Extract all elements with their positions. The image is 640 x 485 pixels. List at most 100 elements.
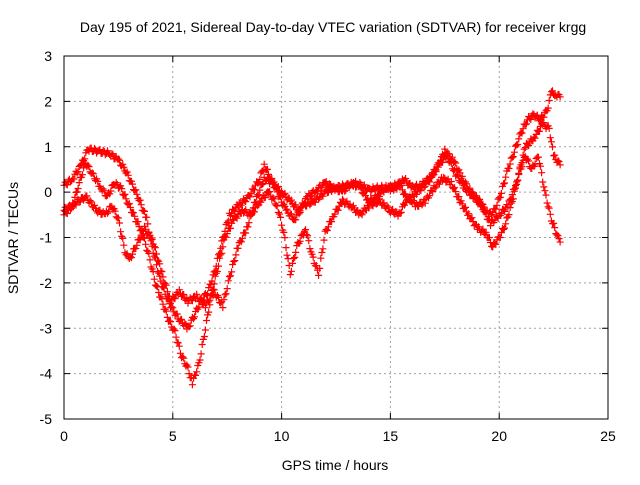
data-point [539,178,547,186]
data-point [139,207,147,215]
data-point [237,238,245,246]
data-point [114,214,122,222]
data-point [266,188,274,196]
data-point [258,181,266,188]
data-point [145,229,153,237]
data-point [122,195,130,203]
data-point [270,195,278,203]
data-point [287,210,295,218]
data-point [500,180,508,188]
data-point [74,168,82,176]
data-point [223,230,231,238]
chart-title: Day 195 of 2021, Sidereal Day-to-day VTE… [80,19,586,35]
data-point [454,171,462,179]
data-point [109,151,117,159]
data-point [315,271,323,279]
data-point [496,193,504,201]
data-point [273,202,281,210]
data-point [343,197,351,205]
data-point [489,209,497,216]
data-point [320,236,328,244]
data-point [421,180,429,188]
data-point [86,197,94,205]
data-point [107,187,115,195]
data-point [85,163,93,171]
data-point [145,250,153,257]
data-point [540,119,548,127]
data-point [149,268,157,276]
data-point [541,187,549,195]
data-point [465,210,473,218]
data-point [132,186,140,194]
data-point [291,253,299,261]
data-point [287,267,295,275]
data-point [136,236,144,244]
data-point [231,257,239,265]
data-point [201,304,209,312]
data-point [220,296,228,304]
data-point [458,200,466,208]
data-point [197,350,205,358]
data-point [303,231,311,239]
data-point [402,175,410,182]
x-tick-label: 5 [169,428,177,444]
data-point [296,237,304,245]
data-point [451,184,459,192]
data-point [63,181,71,189]
data-point [550,219,558,227]
data-point [108,150,116,158]
data-point [200,333,208,340]
data-point [137,231,145,239]
data-point [215,293,222,301]
data-point [287,196,295,204]
data-point [247,190,255,198]
data-point [206,296,214,304]
data-point [549,143,556,151]
data-point [184,299,192,307]
data-point [510,185,518,193]
data-point [501,207,509,215]
data-point [418,201,426,209]
data-point [283,251,291,259]
data-point [540,183,548,191]
data-point [406,193,414,201]
data-point [185,370,193,378]
data-point [216,254,224,262]
data-point [148,235,156,243]
data-point [518,129,526,137]
data-point [306,201,314,209]
data-point [137,201,145,209]
data-point [545,97,553,104]
data-point [554,157,562,165]
data-point [261,194,269,201]
data-point [270,178,278,186]
data-point [485,234,493,241]
data-point [278,221,286,229]
data-point [453,171,461,179]
data-point [141,207,148,215]
data-point [398,186,406,194]
data-point [492,205,500,213]
data-point [136,196,144,204]
data-point [265,170,272,178]
data-point [550,152,558,160]
data-point [196,356,204,364]
data-point [521,121,529,129]
data-point [219,304,227,312]
data-point [234,244,242,252]
data-point [193,290,201,298]
data-point [470,192,478,200]
data-point [380,199,388,207]
data-point [158,295,166,303]
data-point [133,190,141,198]
data-point [450,167,457,175]
data-point [360,188,368,196]
data-point [120,241,128,249]
data-point [275,210,283,218]
data-point [556,238,564,246]
data-point [519,125,527,133]
data-point [161,280,169,288]
data-point [515,135,523,143]
data-point [186,322,194,330]
